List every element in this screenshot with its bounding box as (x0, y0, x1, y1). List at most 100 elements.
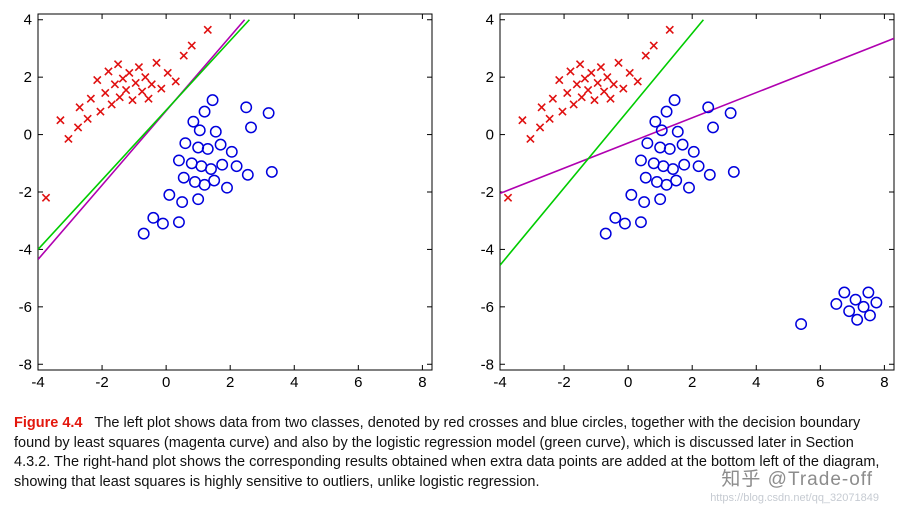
cross-marker (633, 77, 642, 86)
cross-marker (575, 60, 585, 69)
cross-marker (73, 123, 83, 132)
circle-marker (262, 107, 275, 119)
cross-marker (83, 114, 92, 123)
circle-marker (676, 138, 689, 151)
cross-marker (75, 103, 84, 112)
cross-marker (144, 94, 153, 103)
circle-marker (838, 286, 851, 299)
cross-marker (590, 95, 599, 105)
y-tick-label: 0 (486, 127, 494, 144)
circle-marker (245, 121, 257, 134)
y-tick-label: 0 (24, 127, 32, 144)
cross-marker (518, 116, 527, 125)
cross-marker (526, 134, 535, 144)
circle-marker (638, 196, 651, 208)
least-squares-boundary-line (500, 37, 894, 195)
circle-marker (214, 138, 227, 151)
cross-marker (599, 87, 609, 96)
cross-marker (563, 88, 572, 98)
y-tick-label: -8 (19, 356, 32, 373)
circle-marker (654, 141, 667, 154)
cross-marker (614, 58, 623, 67)
series-class-1-red-crosses (503, 25, 674, 202)
circle-marker (189, 176, 201, 188)
circle-marker (192, 193, 205, 206)
caption-text: The left plot shows data from two classe… (14, 415, 880, 490)
circle-marker (230, 160, 243, 173)
watermark-url: https://blog.csdn.net/qq_32071849 (710, 492, 879, 504)
least-squares-boundary-line (38, 19, 246, 260)
series-class-2-blue-circles-outliers (795, 286, 883, 331)
circle-marker (660, 178, 673, 191)
plots-row: -4 -2 0 2 4 6 8 -8 -6 -4 -2 0 2 4 -4 -2 0 2 4 6 8 -8 -6 -4 -2 0 2… (4, 4, 895, 401)
circle-marker (671, 125, 684, 138)
left-plot: -4 -2 0 2 4 6 8 -8 -6 -4 -2 0 2 4 (4, 4, 440, 401)
x-tick-label: 6 (354, 374, 362, 391)
cross-marker (101, 88, 110, 98)
cross-marker (171, 77, 180, 86)
circle-marker (177, 171, 190, 184)
x-tick-label: 6 (816, 374, 824, 391)
cross-marker (41, 193, 51, 202)
circle-marker (639, 171, 652, 184)
circle-marker (206, 94, 219, 107)
circle-marker (195, 160, 208, 173)
circle-marker (240, 101, 253, 114)
circle-marker (641, 137, 654, 150)
circle-marker (724, 107, 737, 119)
circle-marker (599, 227, 612, 240)
cross-marker (537, 103, 546, 112)
circle-marker (647, 157, 660, 170)
y-tick-label: 4 (24, 12, 32, 29)
circle-marker (851, 313, 864, 326)
left-plot-canvas: -4 -2 0 2 4 6 8 -8 -6 -4 -2 0 2 4 (19, 12, 433, 391)
cross-marker (580, 74, 590, 83)
circle-marker (678, 158, 691, 171)
circle-marker (225, 145, 238, 158)
y-tick-label: 2 (24, 69, 32, 86)
circle-marker (864, 309, 876, 322)
circle-marker (198, 105, 211, 118)
cross-marker (619, 84, 628, 93)
circle-marker (795, 318, 808, 331)
cross-marker (583, 85, 593, 95)
x-tick-label: 2 (226, 374, 234, 391)
cross-marker (558, 107, 567, 116)
cross-marker (593, 78, 602, 88)
circle-marker (216, 158, 229, 171)
circle-marker (668, 94, 681, 107)
x-tick-label: 0 (624, 374, 632, 391)
circle-marker (265, 165, 278, 178)
circle-marker (209, 125, 222, 138)
circle-marker (849, 293, 862, 306)
cross-marker (555, 75, 564, 85)
circle-marker (727, 165, 740, 178)
circle-marker (703, 168, 716, 181)
x-tick-label: -4 (493, 374, 506, 391)
cross-marker (179, 51, 188, 60)
cross-marker (577, 93, 586, 102)
x-tick-label: -4 (31, 374, 44, 391)
circle-marker (654, 193, 667, 206)
cross-marker (141, 72, 150, 82)
cross-marker (606, 94, 615, 103)
cross-marker (503, 193, 513, 202)
circle-marker (609, 211, 622, 224)
cross-marker (134, 62, 144, 72)
circle-marker (660, 105, 673, 118)
circle-marker (655, 124, 668, 137)
cross-marker (56, 116, 65, 125)
cross-marker (572, 80, 582, 89)
x-tick-label: 2 (688, 374, 696, 391)
cross-marker (113, 60, 123, 69)
circle-marker (205, 163, 217, 175)
circle-marker (843, 305, 856, 318)
cross-marker (596, 62, 606, 72)
cross-marker (566, 67, 575, 76)
circle-marker (201, 142, 214, 155)
y-tick-label: 2 (486, 69, 494, 86)
circle-marker (692, 160, 705, 173)
cross-marker (96, 107, 105, 116)
y-tick-label: -2 (481, 184, 494, 201)
